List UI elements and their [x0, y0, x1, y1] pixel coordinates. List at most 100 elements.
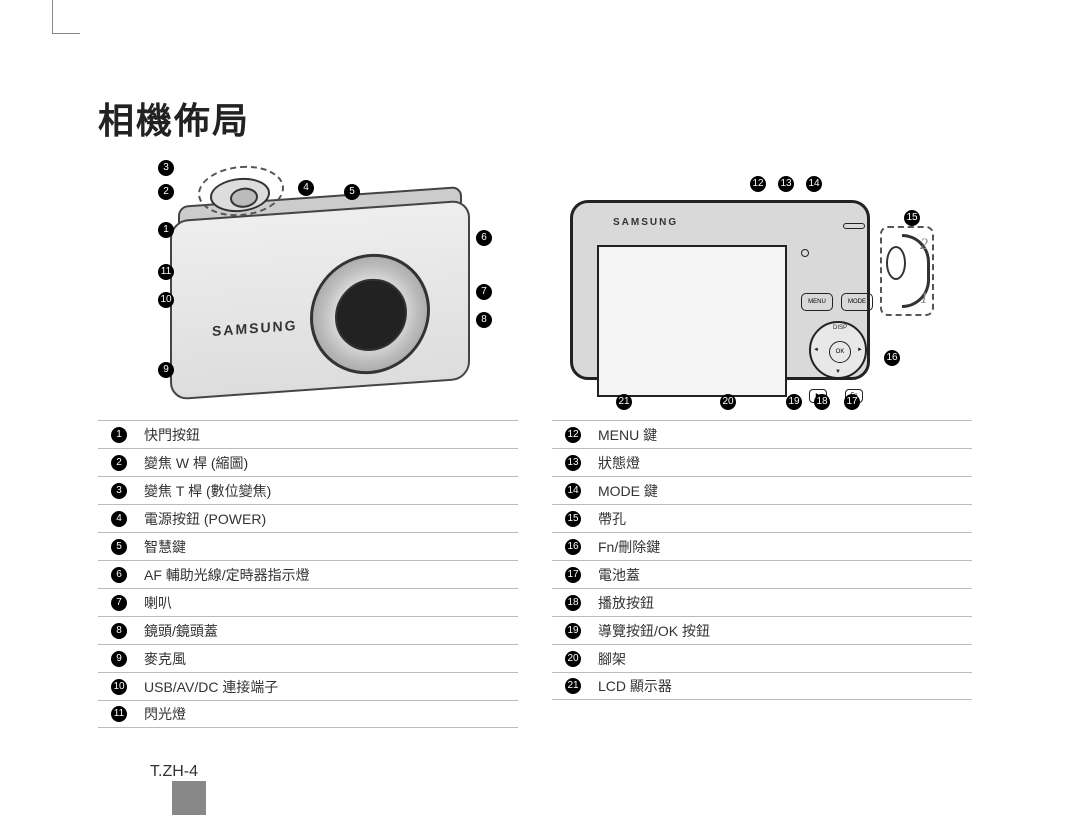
legend-number-cell: 2 [98, 455, 140, 471]
legend-number-cell: 15 [552, 511, 594, 527]
legend-label: 變焦 W 桿 (縮圖) [140, 453, 518, 473]
circled-number-icon: 9 [158, 362, 174, 378]
mode-button: MODE [841, 293, 873, 311]
legend-label: 閃光燈 [140, 704, 518, 724]
callout: 19 [786, 394, 802, 410]
legend-number-cell: 1 [98, 427, 140, 443]
circled-number-icon: 9 [111, 651, 127, 667]
dpad: OK DISP ◄ ► ▼ [809, 321, 867, 379]
circled-number-icon: 7 [111, 595, 127, 611]
callout: 18 [814, 394, 830, 410]
legend-label: 電源按鈕 (POWER) [140, 509, 518, 529]
circled-number-icon: 15 [904, 210, 920, 226]
legend-number-cell: 13 [552, 455, 594, 471]
legend-number-cell: 20 [552, 651, 594, 667]
legend-label: 狀態燈 [594, 453, 972, 473]
callout: 7 [476, 284, 492, 300]
circled-number-icon: 7 [476, 284, 492, 300]
legend-row: 19 導覽按鈕/OK 按鈕 [552, 616, 972, 644]
legend-row: 21 LCD 顯示器 [552, 672, 972, 700]
circled-number-icon: 5 [344, 184, 360, 200]
legend-label: 喇叭 [140, 593, 518, 613]
legend-row: 7 喇叭 [98, 588, 518, 616]
legend-number-cell: 11 [98, 706, 140, 722]
legend-label: MENU 鍵 [594, 425, 972, 445]
legend-row: 11 閃光燈 [98, 700, 518, 728]
circled-number-icon: 5 [111, 539, 127, 555]
circled-number-icon: 1 [111, 427, 127, 443]
callout: 5 [344, 184, 360, 200]
callout: 14 [806, 176, 822, 192]
legend-row: 6AF 輔助光線/定時器指示燈 [98, 560, 518, 588]
legend-row: 10 USB/AV/DC 連接端子 [98, 672, 518, 700]
legend-row: 14 MODE 鍵 [552, 476, 972, 504]
legend-label: 導覽按鈕/OK 按鈕 [594, 621, 972, 641]
dpad-left-icon: ◄ [813, 347, 819, 353]
menu-button: MENU [801, 293, 833, 311]
legend-number-cell: 8 [98, 623, 140, 639]
legend-number-cell: 12 [552, 427, 594, 443]
lcd-screen [597, 245, 787, 397]
callout: 1 [158, 222, 174, 238]
circled-number-icon: 10 [158, 292, 174, 308]
circled-number-icon: 19 [565, 623, 581, 639]
diagram-front: SAMSUNG 1234567891011 [140, 150, 520, 410]
legend-label: 變焦 T 桿 (數位變焦) [140, 481, 518, 501]
legend-label: LCD 顯示器 [594, 676, 972, 696]
page-number: T.ZH-4 [150, 763, 198, 781]
strap-step-1: 1 [920, 290, 928, 308]
callout: 16 [884, 350, 900, 366]
circled-number-icon: 2 [158, 184, 174, 200]
legend-row: 9 麥克風 [98, 644, 518, 672]
legend-row: 3 變焦 T 桿 (數位變焦) [98, 476, 518, 504]
legend-row: 2 變焦 W 桿 (縮圖) [98, 448, 518, 476]
legend-row: 18 播放按鈕 [552, 588, 972, 616]
legend-label: 智慧鍵 [140, 537, 518, 557]
legend-number-cell: 9 [98, 651, 140, 667]
circled-number-icon: 8 [111, 623, 127, 639]
legend-number-cell: 16 [552, 539, 594, 555]
legend-label: USB/AV/DC 連接端子 [140, 677, 518, 697]
circled-number-icon: 4 [298, 180, 314, 196]
lens-glass [335, 276, 407, 353]
page-title: 相機佈局 [98, 92, 250, 144]
circled-number-icon: 14 [565, 483, 581, 499]
legend-label: 播放按鈕 [594, 593, 972, 613]
legend-number-cell: 14 [552, 483, 594, 499]
circled-number-icon: 11 [111, 706, 127, 722]
legend-row: 17電池蓋 [552, 560, 972, 588]
legend-label: 鏡頭/鏡頭蓋 [140, 621, 518, 641]
circled-number-icon: 16 [884, 350, 900, 366]
ok-button: OK [829, 341, 851, 363]
circled-number-icon: 10 [111, 679, 127, 695]
disp-label: DISP [833, 325, 847, 331]
circled-number-icon: 11 [158, 264, 174, 280]
circled-number-icon: 21 [616, 394, 632, 410]
callout: 21 [616, 394, 632, 410]
legend-label: 電池蓋 [594, 565, 972, 585]
circled-number-icon: 2 [111, 455, 127, 471]
legend-number-cell: 3 [98, 483, 140, 499]
circled-number-icon: 21 [565, 678, 581, 694]
legend-label: MODE 鍵 [594, 481, 972, 501]
legend-row: 1快門按鈕 [98, 420, 518, 448]
dpad-right-icon: ► [857, 347, 863, 353]
legend-number-cell: 4 [98, 511, 140, 527]
legend-number-cell: 19 [552, 623, 594, 639]
top-button [843, 223, 865, 229]
circled-number-icon: 3 [111, 483, 127, 499]
circled-number-icon: 18 [565, 595, 581, 611]
legend-row: 8 鏡頭/鏡頭蓋 [98, 616, 518, 644]
legend-row: 4電源按鈕 (POWER) [98, 504, 518, 532]
diagram-back: SAMSUNG MENU MODE OK DISP ◄ ► ▼ ▶ Fn 1 2… [560, 170, 980, 410]
circled-number-icon: 13 [565, 455, 581, 471]
circled-number-icon: 6 [476, 230, 492, 246]
legend-label: AF 輔助光線/定時器指示燈 [140, 565, 518, 585]
legend-number-cell: 18 [552, 595, 594, 611]
legend-label: 麥克風 [140, 649, 518, 669]
legend-label: Fn/刪除鍵 [594, 537, 972, 557]
circled-number-icon: 14 [806, 176, 822, 192]
callout: 6 [476, 230, 492, 246]
circled-number-icon: 8 [476, 312, 492, 328]
circled-number-icon: 15 [565, 511, 581, 527]
